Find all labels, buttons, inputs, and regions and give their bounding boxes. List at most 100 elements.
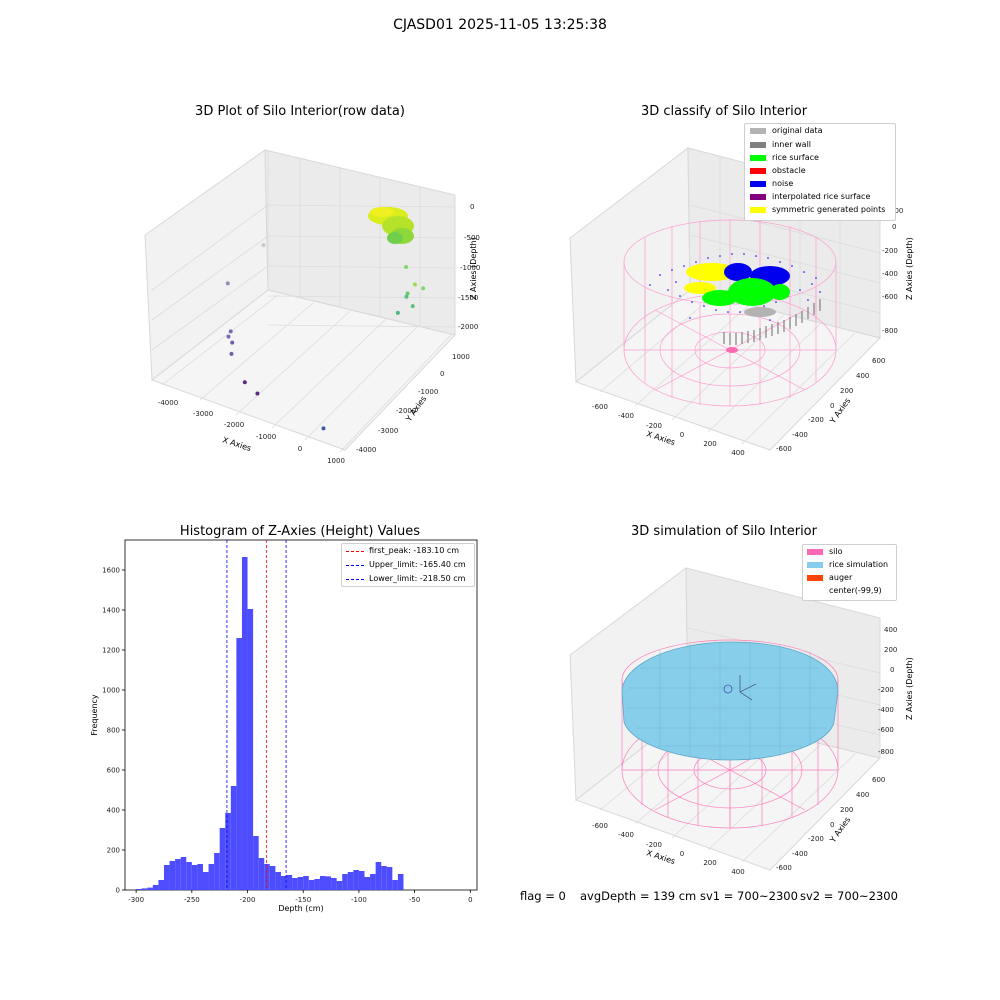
panel4-xtick: 200 [703,859,716,867]
panel1-z-ticks: 0 -500 -1000 -1500 -2000 [458,203,480,331]
panel4-rice-surface [621,641,839,761]
histogram-xtick-label: -100 [351,896,367,904]
panel4-ztick: 400 [884,626,897,634]
panel1-ytick: -2000 [396,407,416,415]
panel1-ztick: 0 [470,203,474,211]
panel4-center-marker [723,675,757,701]
histogram-bar [364,877,371,890]
legend-label: rice surface [772,153,819,162]
legend-label: original data [772,126,823,135]
histogram-y-ticks: 0 200 400 600 800 1000 1200 1400 1600 [102,567,125,895]
histogram-xlabel: Depth (cm) [278,904,323,913]
legend-label: Lower_limit: -218.50 cm [369,574,466,583]
panel1-gridlines [151,150,456,453]
panel1-point [226,334,231,339]
footer-avg-depth: avgDepth = 139 cm [580,889,697,903]
panel3-axes-frame [124,539,478,891]
panel2-clusters [684,263,790,353]
panel3-title: Histogram of Z-Axies (Height) Values [179,524,421,539]
histogram-bar [269,866,276,890]
histogram-xtick-label: -150 [295,896,311,904]
panel1-ytick: -3000 [378,427,398,435]
panel1-point [421,286,426,291]
histogram-bar [169,861,176,890]
panel4-ytick: 0 [830,821,834,829]
panel2-ytick: 600 [872,357,885,365]
panel4-ytick: -200 [808,835,824,843]
histogram-bar [336,881,343,890]
panel2-ztick: 0 [892,223,896,231]
panel2-x-ticks: -600 -400 -200 0 200 400 [592,403,745,457]
footer-sv1: sv1 = 700~2300 [700,889,798,903]
panel1-ytick: 0 [440,370,444,378]
panel4-ztick: 0 [890,666,894,674]
panel2-ytick: 200 [840,387,853,395]
histogram-bar [214,853,220,890]
panel1-xtick: 1000 [327,457,345,465]
legend-label: silo [829,547,843,556]
panel4-ylabel: Y Axies [828,815,853,845]
panel2-ytick: 400 [856,372,869,380]
histogram-bar [180,857,187,890]
histogram-bar [392,880,398,890]
legend-label: rice simulation [829,560,889,569]
histogram-bar [397,874,404,890]
histogram-bar [147,887,153,890]
panel4-xlabel: X Axies [645,848,676,866]
histogram-bar [358,871,365,890]
panel4-xtick: -400 [618,831,634,839]
panel1-ytick: 1000 [452,353,470,361]
legend-label: interpolated rice surface [772,192,871,201]
histogram-bars [136,557,404,890]
panel4-x-ticks: -600 -400 -200 0 200 400 [592,822,745,876]
histogram-ytick-label: 1400 [102,607,120,615]
panel4-ztick: -200 [878,686,894,694]
panel1-point [228,329,233,334]
histogram-bar [347,872,354,890]
panel4-zlabel: Z Axies (Depth) [905,657,914,720]
panel2-xtick: -200 [646,422,662,430]
histogram-ytick-label: 0 [116,887,120,895]
legend-line-lower [346,579,364,580]
histogram-bar [225,813,231,890]
panel4-ytick: 600 [872,776,885,784]
panel2-ytick: -600 [776,445,792,453]
panel1-point [395,310,400,315]
panel2-y-ticks: 600 400 200 0 -200 -400 -600 [776,357,885,453]
histogram-bar [297,877,304,890]
histogram-bar [163,865,170,890]
histogram-bar [319,876,326,890]
panel1-point [405,291,410,296]
panel1-point [410,304,415,309]
histogram-bar [353,870,359,890]
histogram-bar [175,859,181,890]
legend-swatch-auger [807,575,823,581]
panel4-ytick: -600 [776,864,792,872]
panel4-ztick: -600 [878,726,894,734]
panel4-z-ticks: 400 200 0 -200 -400 -600 -800 [878,626,897,756]
panel1-xtick: -4000 [158,399,178,407]
panel2-z-ticks: 200 0 -200 -400 -600 -800 [882,207,903,335]
histogram-bar [191,865,198,890]
panel1-plot: 0 -500 -1000 -1500 -2000 -4000 -3000 -20… [144,149,480,465]
histogram-bar [219,828,226,890]
panel4-ztick: -800 [878,748,894,756]
histogram-bar [325,876,332,890]
panel1-floor-pane [150,289,456,451]
histogram-bar [331,878,337,890]
panel1-point [404,294,409,299]
legend-line-upper [346,565,364,566]
legend-swatch-inner-wall [750,142,766,148]
panel1-ztick: -1000 [460,264,480,272]
histogram-bar [197,864,203,890]
histogram-bar [253,836,259,890]
panel2-xlabel: X Axies [645,429,676,447]
legend-label: inner wall [772,140,812,149]
histogram-bar [280,876,287,890]
histogram-bar [247,609,254,890]
panel4-plot: 400 200 0 -200 -400 -600 -800 -600 -400 … [569,567,914,876]
histogram-xtick-label: -300 [128,896,144,904]
panel2-floor-pane [574,289,881,451]
histogram-bar [158,880,164,890]
histogram-ytick-label: 600 [107,767,120,775]
